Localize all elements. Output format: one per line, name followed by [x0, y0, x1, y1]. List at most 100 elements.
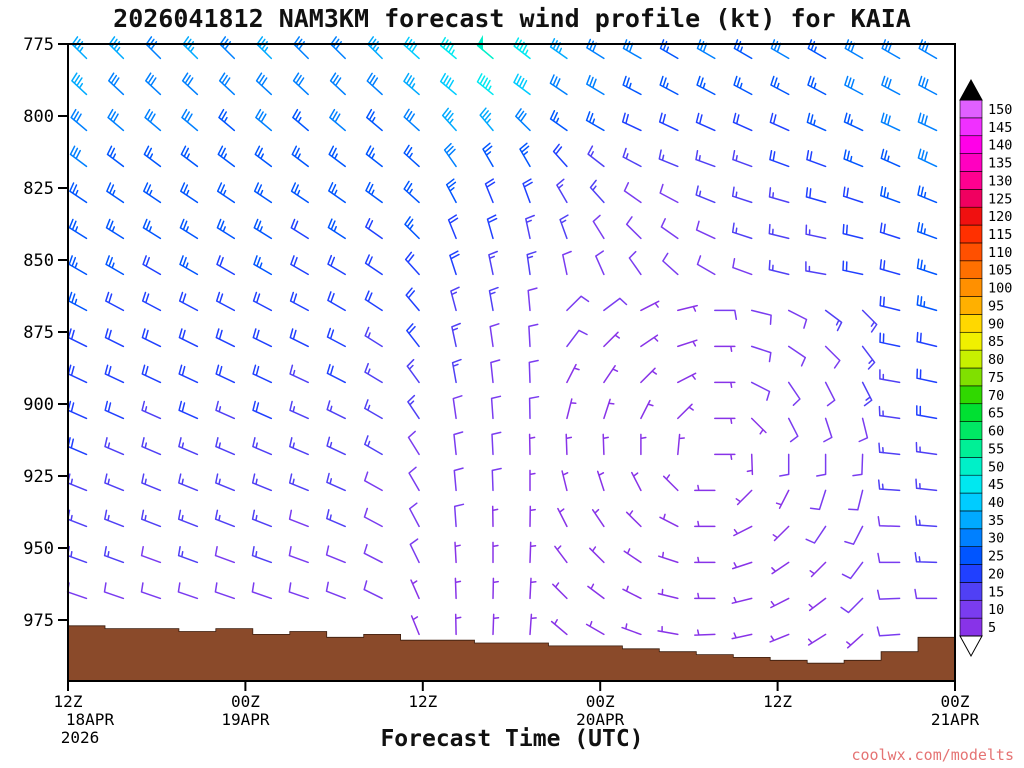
wind-barb	[714, 381, 736, 389]
wind-barb	[528, 395, 540, 420]
wind-barb	[916, 405, 938, 420]
colorbar-segment	[959, 546, 983, 565]
barb-staff	[561, 470, 569, 492]
barb-staff	[586, 38, 605, 60]
barb-staff	[254, 145, 273, 168]
wind-barb	[621, 623, 642, 636]
wind-barb	[289, 291, 309, 312]
wind-barb	[363, 543, 383, 564]
wind-barb	[403, 108, 420, 132]
barb-staff	[528, 433, 536, 456]
barb-staff	[529, 469, 536, 492]
barb-staff	[492, 541, 499, 564]
colorbar-segment	[959, 439, 983, 458]
wind-barb	[453, 503, 465, 528]
barb-staff	[880, 185, 901, 204]
colorbar-label: 145	[988, 120, 1012, 136]
barb-staff	[769, 633, 790, 643]
wind-barb	[105, 218, 125, 240]
colorbar-segment	[959, 260, 983, 279]
wind-barb	[640, 300, 660, 312]
wind-barb	[365, 218, 383, 240]
wind-barb	[549, 38, 568, 60]
wind-barb	[367, 36, 383, 60]
wind-barb	[714, 453, 736, 461]
wind-barb	[327, 291, 346, 312]
watermark-link[interactable]: coolwx.com/modelts	[851, 746, 1014, 764]
wind-barb	[732, 149, 753, 168]
barb-staff	[367, 36, 383, 60]
y-tick-label: 800	[23, 107, 54, 127]
barb-staff	[695, 185, 716, 204]
wind-barb	[179, 255, 199, 276]
wind-barb	[141, 473, 162, 492]
barb-staff	[696, 255, 716, 276]
wind-barb	[549, 74, 568, 96]
colorbar-label: 115	[988, 227, 1012, 243]
barb-staff	[586, 74, 605, 96]
barb-staff	[677, 403, 694, 420]
wind-barb	[918, 75, 938, 96]
barb-staff	[881, 39, 901, 60]
barb-staff	[552, 582, 568, 600]
wind-barb	[253, 218, 273, 240]
wind-barb	[490, 359, 501, 384]
wind-barb	[70, 108, 88, 132]
wind-barb	[846, 633, 864, 649]
barb-staff	[177, 582, 199, 600]
wind-barb	[407, 430, 420, 456]
colorbar-label: 120	[988, 209, 1012, 225]
barb-staff	[447, 214, 459, 240]
barb-staff	[805, 525, 827, 544]
barb-staff	[327, 218, 346, 240]
barb-staff	[787, 309, 808, 329]
wind-barb	[816, 453, 827, 477]
barb-staff	[251, 545, 273, 564]
barb-staff	[69, 182, 88, 204]
wind-barb	[108, 72, 125, 96]
wind-barb	[326, 363, 346, 384]
wind-barb	[182, 36, 199, 60]
barb-staff	[549, 110, 568, 132]
barb-staff	[181, 108, 199, 132]
wind-barb	[658, 149, 679, 168]
barb-staff	[218, 108, 236, 132]
barb-staff	[143, 182, 162, 204]
wind-barb	[484, 178, 496, 204]
barb-staff	[824, 309, 843, 332]
barb-staff	[513, 73, 531, 96]
barb-staff	[914, 515, 938, 528]
barb-staff	[364, 290, 383, 312]
wind-barb	[107, 108, 125, 132]
barb-staff	[289, 437, 309, 456]
colorbar-segment	[959, 510, 983, 530]
barb-staff	[108, 36, 125, 60]
wind-barb	[622, 39, 642, 60]
wind-barb	[406, 358, 420, 384]
wind-barb	[486, 214, 498, 240]
barb-staff	[513, 37, 531, 60]
wind-barb	[823, 417, 833, 443]
colorbar-label: 35	[988, 513, 1004, 529]
wind-barb	[824, 345, 841, 369]
barb-staff	[486, 214, 498, 240]
barb-staff	[640, 433, 647, 456]
wind-barb	[104, 509, 125, 528]
wind-barb	[177, 582, 199, 600]
wind-barb	[659, 75, 679, 96]
wind-barb	[861, 309, 878, 333]
colorbar-segment	[959, 617, 983, 637]
wind-barb	[625, 510, 642, 528]
barb-staff	[622, 75, 642, 96]
colorbar-label: 125	[988, 191, 1012, 207]
barb-staff	[491, 431, 502, 456]
wind-barb	[218, 72, 236, 96]
x-tick-label: 00Z	[941, 692, 970, 711]
colorbar-segment	[959, 296, 983, 315]
barb-staff	[214, 509, 236, 528]
wind-barb	[177, 509, 199, 528]
barb-staff	[916, 295, 938, 312]
wind-barb	[844, 75, 864, 96]
barb-staff	[714, 381, 736, 389]
barb-staff	[410, 615, 420, 636]
